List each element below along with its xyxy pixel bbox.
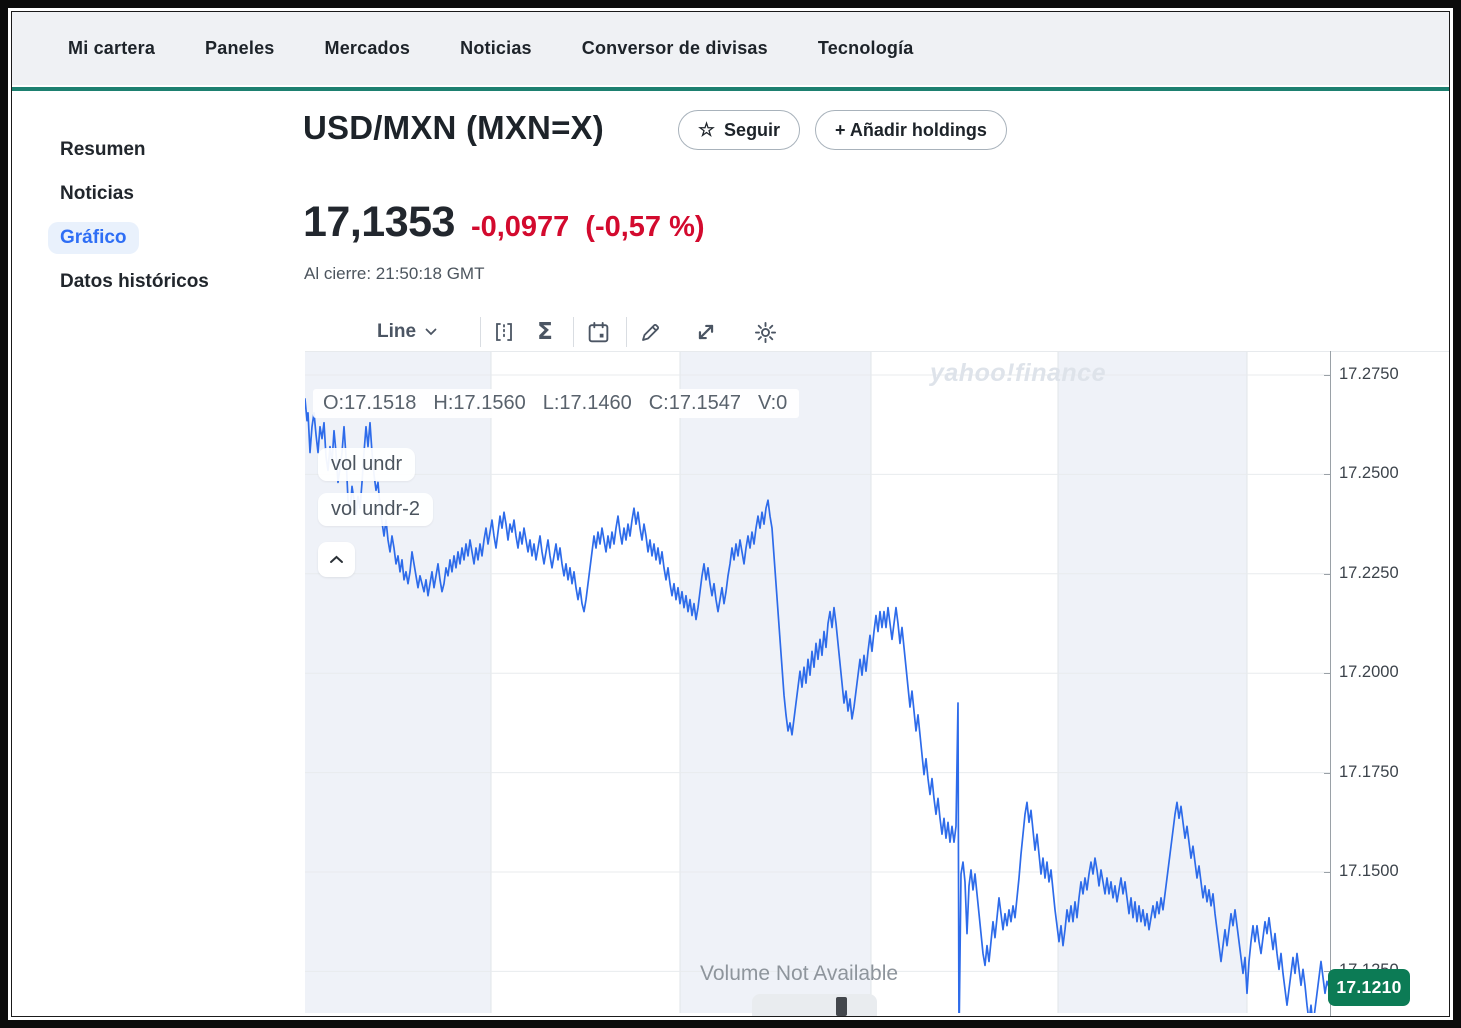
y-axis-tick-label: 17.1500 (1339, 862, 1399, 880)
bottom-scroll-track[interactable] (752, 994, 877, 1016)
y-axis-tick-mark (1324, 673, 1330, 675)
fullscreen-expand-icon[interactable] (695, 321, 717, 343)
price-change-percent: (-0,57 %) (585, 211, 705, 243)
volume-not-available-note: Volume Not Available (700, 962, 899, 985)
nav-item-conversor-de-divisas[interactable]: Conversor de divisas (581, 38, 768, 58)
sidebar-item-label: Resumen (60, 139, 146, 160)
toolbar-divider (572, 317, 574, 347)
y-axis-tick-label: 17.2000 (1339, 663, 1399, 682)
star-icon: ☆ (698, 119, 716, 141)
session-bands (305, 352, 1247, 1013)
ohlc-token: H:17.1560 (433, 392, 526, 414)
last-price: 17,1353 (303, 198, 455, 246)
sidebar-item-noticias[interactable]: Noticias (48, 172, 278, 216)
yahoo-finance-watermark: yahoo!finance (930, 359, 1106, 387)
sidebar: Resumen Noticias Gráfico Datos históricos (48, 128, 278, 304)
follow-button[interactable]: ☆ Seguir (678, 110, 801, 150)
y-axis-tick-mark (1324, 872, 1330, 873)
chart-type-label: Line (377, 321, 417, 342)
nav-item-noticias[interactable]: Noticias (460, 38, 532, 58)
ohlc-readout: O:17.1518 H:17.1560 L:17.1460 C:17.1547 V:0 (313, 389, 800, 418)
quote-row: 17,1353 -0,0977 (-0,57 %) (303, 198, 705, 247)
vertical-gridlines (490, 352, 1248, 1013)
y-axis-tick-label: 17.2250 (1339, 563, 1399, 582)
frame-inner: Mi cartera Paneles Mercados Noticias Convers… (8, 8, 1453, 1020)
calendar-icon[interactable] (586, 320, 611, 345)
y-axis-line (1330, 351, 1331, 1016)
bottom-scroll-thumb[interactable] (836, 997, 847, 1016)
interval-brackets-icon[interactable] (492, 320, 516, 344)
sidebar-item-grafico[interactable]: Gráfico (48, 216, 278, 260)
top-nav: Mi cartera Paneles Mercados Noticias Convers… (12, 12, 1449, 85)
nav-items: Mi cartera Paneles Mercados Noticias Convers… (68, 38, 914, 59)
draw-pencil-icon[interactable] (639, 320, 663, 344)
chevron-down-icon (425, 328, 437, 336)
nav-item-paneles[interactable]: Paneles (205, 38, 275, 58)
page: Mi cartera Paneles Mercados Noticias Convers… (11, 11, 1450, 1017)
nav-item-mercados[interactable]: Mercados (324, 38, 411, 58)
chart-top-border (305, 351, 1449, 352)
nav-item-tecnologia[interactable]: Tecnología (817, 38, 914, 58)
add-holdings-label: + Añadir holdings (835, 119, 987, 140)
follow-label: Seguir (724, 119, 781, 140)
y-axis-tick-label: 17.1750 (1339, 762, 1399, 781)
y-axis-tick-mark (1324, 772, 1330, 774)
last-price-badge: 17.1210 (1328, 969, 1410, 1006)
chart-canvas (305, 352, 1330, 1013)
ohlc-token: V:0 (758, 392, 788, 414)
price-change: -0,0977 (470, 211, 570, 243)
price-chart[interactable] (305, 352, 1330, 1013)
y-axis-tick-label: 17.2750 (1339, 365, 1399, 383)
overlay-label-vol-undr[interactable]: vol undr (318, 448, 416, 481)
sidebar-item-label: Datos históricos (60, 271, 209, 292)
sidebar-item-label: Gráfico (48, 222, 139, 254)
collapse-panel-button[interactable] (318, 542, 355, 577)
settings-gear-icon[interactable] (753, 320, 778, 345)
indicators-sigma-icon[interactable]: Σ (537, 319, 553, 345)
sidebar-item-label: Noticias (60, 183, 134, 204)
sidebar-item-datos-historicos[interactable]: Datos históricos (48, 260, 278, 304)
y-axis-tick-mark (1324, 971, 1330, 973)
y-axis-tick-label: 17.2500 (1339, 464, 1399, 483)
ohlc-token: O:17.1518 (323, 392, 417, 414)
add-holdings-button[interactable]: + Añadir holdings (815, 110, 1007, 150)
page-title: USD/MXN (MXN=X) (303, 109, 604, 146)
ohlc-token: L:17.1460 (542, 392, 632, 414)
market-close-note: Al cierre: 21:50:18 GMT (304, 264, 485, 283)
chart-type-dropdown[interactable]: Line (377, 321, 437, 343)
horizontal-gridlines (305, 374, 1330, 972)
y-axis-tick-mark (1324, 474, 1330, 476)
chart-toolbar: Line Σ (377, 312, 778, 352)
y-axis-tick-mark (1324, 573, 1330, 575)
sidebar-item-resumen[interactable]: Resumen (48, 128, 278, 172)
overlay-label-vol-undr-2[interactable]: vol undr-2 (318, 493, 433, 526)
ohlc-token: C:17.1547 (648, 392, 741, 414)
toolbar-divider (480, 317, 482, 347)
toolbar-divider (625, 317, 627, 347)
chevron-up-icon (330, 555, 343, 563)
nav-item-mi-cartera[interactable]: Mi cartera (68, 38, 156, 58)
nav-accent-bar (12, 87, 1449, 91)
y-axis-tick-mark (1324, 375, 1330, 376)
price-line (305, 398, 1330, 1013)
